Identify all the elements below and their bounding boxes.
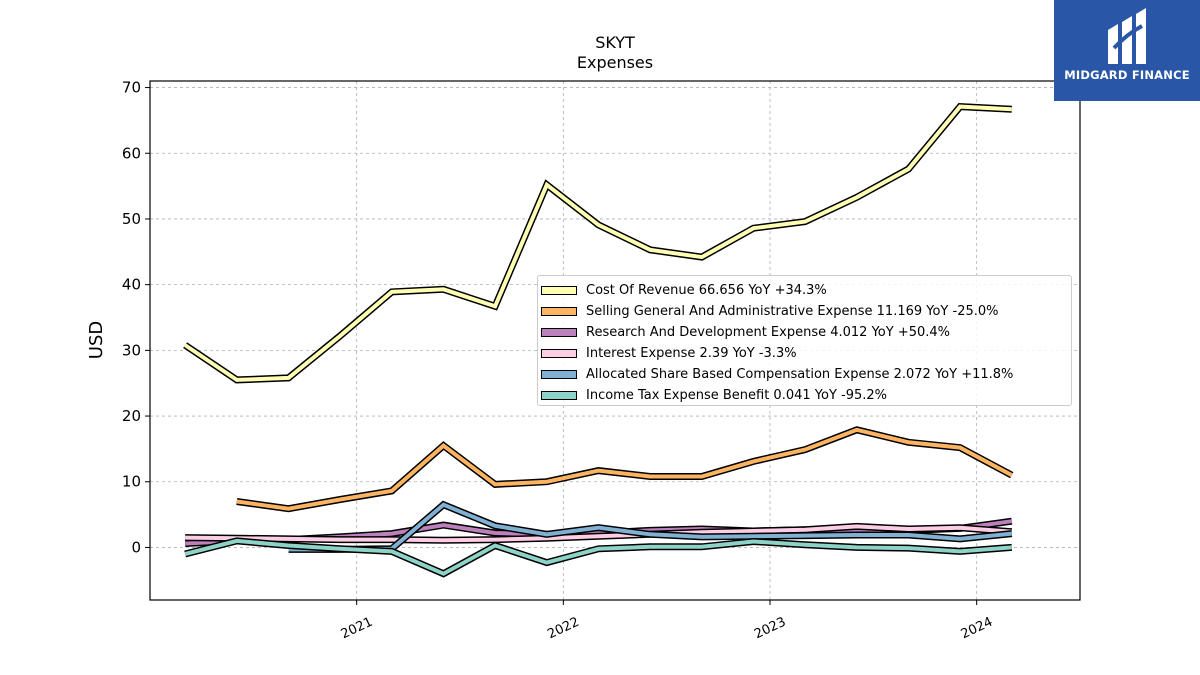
legend-label: Interest Expense 2.39 YoY -3.3%	[586, 346, 797, 361]
legend-swatch	[541, 328, 577, 337]
y-axis: 0 10 20 30 40 50 60 70	[122, 79, 150, 556]
x-axis: 2021 2022 2023 2024	[339, 600, 995, 642]
legend-label: Selling General And Administrative Expen…	[586, 304, 999, 319]
y-axis-label: USD	[86, 321, 107, 359]
y-tick-label: 0	[131, 538, 141, 556]
y-tick-label: 70	[122, 79, 141, 97]
legend-item: Cost Of Revenue 66.656 YoY +34.3%	[538, 280, 1063, 301]
legend-label: Research And Development Expense 4.012 Y…	[586, 325, 951, 340]
x-tick-label: 2022	[545, 615, 581, 643]
legend-item: Interest Expense 2.39 YoY -3.3%	[538, 343, 1063, 364]
y-tick-label: 50	[122, 210, 141, 228]
y-tick-label: 40	[122, 276, 141, 294]
y-tick-label: 20	[122, 407, 141, 425]
legend-swatch	[541, 286, 577, 295]
legend-item: Research And Development Expense 4.012 Y…	[538, 322, 1063, 343]
legend-item: Allocated Share Based Compensation Expen…	[538, 364, 1063, 385]
y-tick-label: 60	[122, 144, 141, 162]
legend-swatch	[541, 391, 577, 400]
logo-mark-icon	[1108, 8, 1146, 64]
legend-swatch	[541, 349, 577, 358]
x-tick-label: 2023	[752, 615, 788, 643]
legend-swatch	[541, 307, 577, 316]
x-tick-label: 2024	[959, 615, 995, 643]
plot-frame	[149, 80, 1081, 601]
series-line-1	[236, 427, 1013, 511]
chart-subtitle: Expenses	[577, 53, 653, 72]
y-tick-label: 30	[122, 341, 141, 359]
chart-legend: Cost Of Revenue 66.656 YoY +34.3% Selling…	[537, 275, 1072, 406]
y-tick-label: 10	[122, 473, 141, 491]
legend-item: Selling General And Administrative Expen…	[538, 301, 1063, 322]
midgard-finance-logo: MIDGARD FINANCE	[1054, 0, 1200, 101]
legend-label: Income Tax Expense Benefit 0.041 YoY -95…	[586, 388, 887, 403]
logo-name: MIDGARD FINANCE	[1064, 68, 1190, 82]
legend-label: Allocated Share Based Compensation Expen…	[586, 367, 1014, 382]
chart-title: SKYT	[595, 33, 635, 52]
legend-swatch	[541, 370, 577, 379]
legend-label: Cost Of Revenue 66.656 YoY +34.3%	[586, 283, 827, 298]
x-tick-label: 2021	[339, 615, 375, 643]
series-layer	[183, 103, 1014, 578]
legend-item: Income Tax Expense Benefit 0.041 YoY -95…	[538, 385, 1063, 406]
